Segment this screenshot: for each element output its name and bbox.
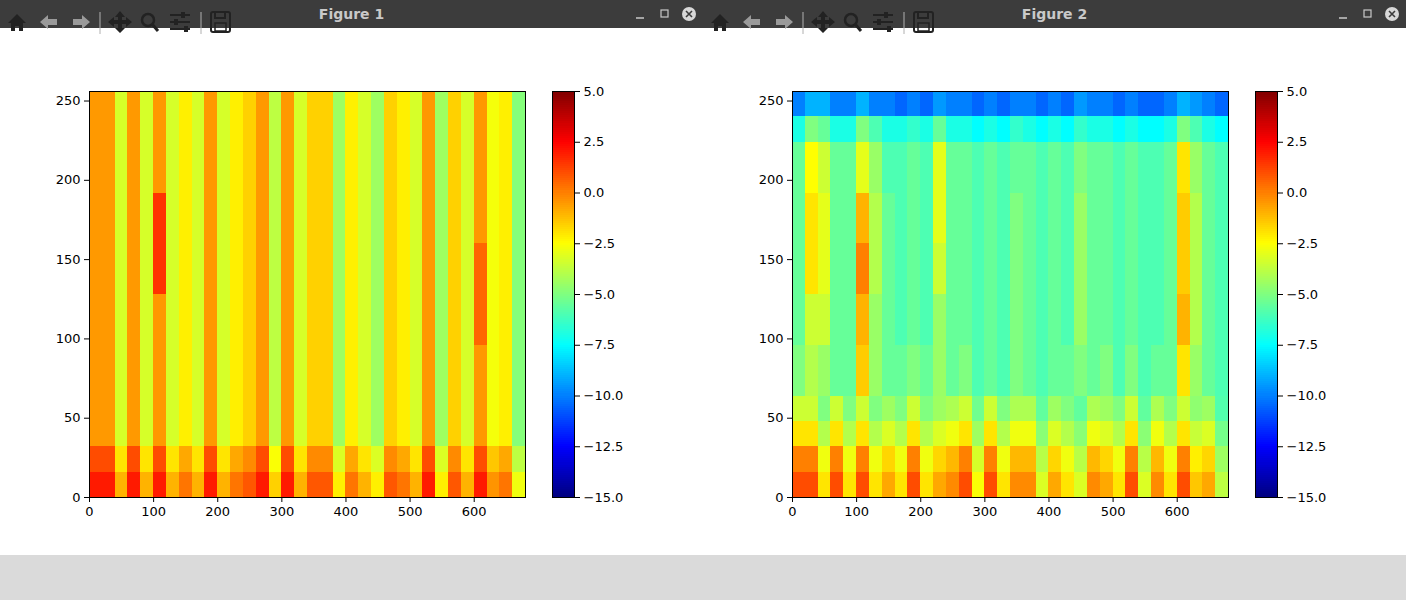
svg-text:300: 300 (269, 504, 294, 519)
svg-text:5.0: 5.0 (584, 84, 605, 99)
svg-text:100: 100 (56, 331, 81, 346)
svg-text:−5.0: −5.0 (1287, 287, 1319, 302)
svg-text:500: 500 (1101, 504, 1126, 519)
svg-text:−12.5: −12.5 (584, 439, 624, 454)
svg-text:600: 600 (462, 504, 487, 519)
svg-text:−10.0: −10.0 (584, 388, 624, 403)
html-text:Figure 2: Figure 2 (1021, 6, 1088, 22)
svg-text:2.5: 2.5 (584, 134, 605, 149)
svg-text:100: 100 (844, 504, 869, 519)
svg-text:−5.0: −5.0 (584, 287, 616, 302)
svg-text:100: 100 (759, 331, 784, 346)
svg-text:−7.5: −7.5 (1287, 337, 1319, 352)
svg-text:200: 200 (205, 504, 230, 519)
svg-text:500: 500 (398, 504, 423, 519)
svg-text:−2.5: −2.5 (584, 236, 616, 251)
svg-text:50: 50 (767, 410, 784, 425)
svg-text:200: 200 (908, 504, 933, 519)
svg-text:0: 0 (85, 504, 93, 519)
svg-text:−10.0: −10.0 (1287, 388, 1327, 403)
svg-text:−15.0: −15.0 (1287, 490, 1327, 505)
svg-text:5.0: 5.0 (1287, 84, 1308, 99)
svg-text:200: 200 (56, 172, 81, 187)
svg-text:200: 200 (759, 172, 784, 187)
html-text:Figure 1: Figure 1 (318, 6, 385, 22)
svg-text:50: 50 (64, 410, 81, 425)
svg-text:0: 0 (788, 504, 796, 519)
svg-text:150: 150 (56, 252, 81, 267)
svg-text:2.5: 2.5 (1287, 134, 1308, 149)
svg-text:0.0: 0.0 (1287, 185, 1308, 200)
svg-text:300: 300 (972, 504, 997, 519)
svg-text:600: 600 (1165, 504, 1190, 519)
svg-text:−12.5: −12.5 (1287, 439, 1327, 454)
svg-text:100: 100 (141, 504, 166, 519)
svg-text:400: 400 (1037, 504, 1062, 519)
svg-text:250: 250 (759, 93, 784, 108)
svg-text:0: 0 (72, 490, 80, 505)
svg-text:250: 250 (56, 93, 81, 108)
svg-text:−15.0: −15.0 (584, 490, 624, 505)
svg-text:−7.5: −7.5 (584, 337, 616, 352)
svg-text:−2.5: −2.5 (1287, 236, 1319, 251)
svg-text:0: 0 (775, 490, 783, 505)
svg-text:150: 150 (759, 252, 784, 267)
svg-text:0.0: 0.0 (584, 185, 605, 200)
svg-text:400: 400 (334, 504, 359, 519)
